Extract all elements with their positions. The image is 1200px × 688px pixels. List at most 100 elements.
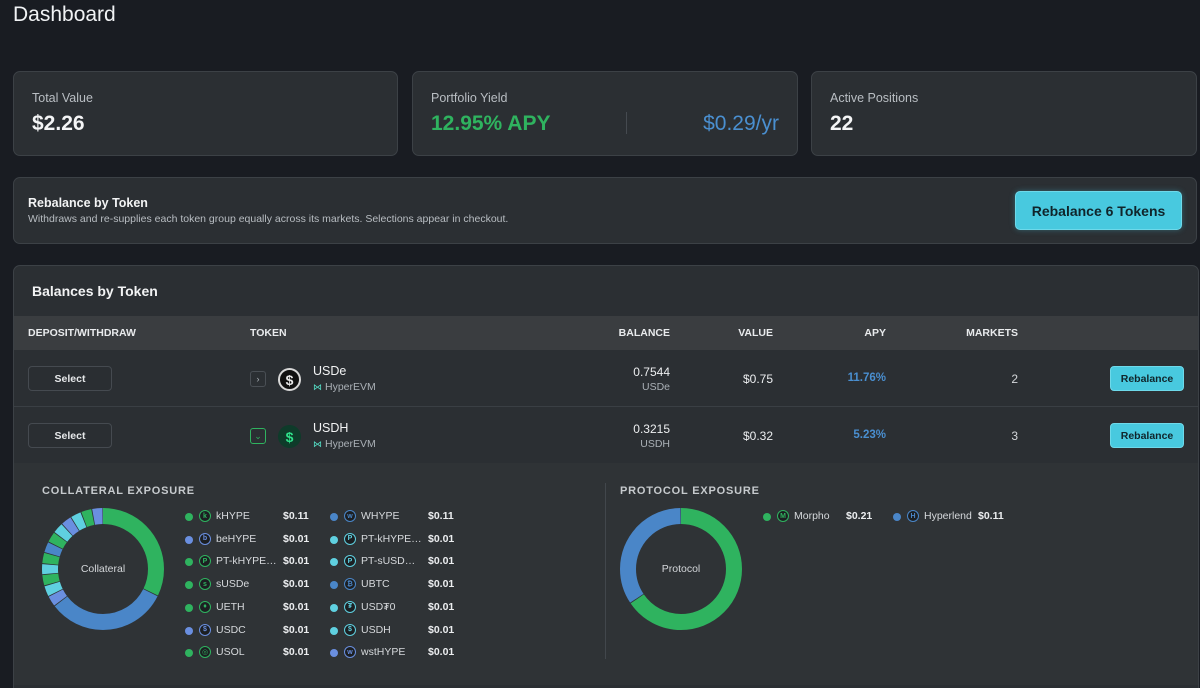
table-header: DEPOSIT/WITHDRAW TOKEN BALANCE VALUE APY… (14, 316, 1198, 350)
token-icon: b (199, 532, 211, 545)
legend-value: $0.01 (283, 578, 310, 591)
legend-value: $0.01 (283, 555, 310, 568)
token-markets: 3 (1011, 429, 1018, 443)
protocol-exposure-title: PROTOCOL EXPOSURE (620, 485, 760, 497)
legend-value: $0.01 (428, 578, 455, 591)
donut-segment-whype[interactable] (42, 508, 164, 630)
legend-item: s sUSDe $0.01 (185, 577, 325, 593)
donut-segment-ptsusd[interactable] (42, 508, 164, 630)
col-markets: MARKETS (966, 327, 1018, 339)
col-apy: APY (864, 327, 886, 339)
legend-name: wstHYPE (361, 646, 406, 659)
protocol-donut-chart (620, 508, 742, 630)
legend-item: $ USDH $0.01 (330, 623, 470, 639)
token-icon: ₿ (344, 578, 356, 591)
portfolio-yield-card: Portfolio Yield 12.95% APY $0.29/yr (412, 71, 798, 156)
legend-item: b beHYPE $0.01 (185, 532, 325, 548)
rebalance-description: Withdraws and re-supplies each token gro… (28, 213, 509, 225)
donut-segment-khype[interactable] (42, 508, 164, 630)
legend-item: H Hyperlend $0.11 (893, 509, 1018, 525)
token-icon: ◎ (199, 646, 211, 659)
usdh-token-icon: $ (278, 425, 301, 448)
col-value: VALUE (738, 327, 773, 339)
usde-token-icon: $ (278, 368, 301, 391)
legend-name: kHYPE (216, 510, 250, 522)
donut-segment-morpho[interactable] (620, 508, 742, 630)
donut-segment-hyperlend[interactable] (620, 508, 742, 630)
legend-dot (330, 558, 338, 567)
rebalance-button[interactable]: Rebalance (1110, 366, 1184, 391)
table-row: Select ⌄ $ USDH ⋈ HyperEVM 0.3215 USDH $… (14, 408, 1198, 464)
rebalance-all-button[interactable]: Rebalance 6 Tokens (1015, 191, 1182, 230)
legend-value: $0.01 (283, 623, 310, 636)
portfolio-yield-per-year: $0.29/yr (703, 112, 779, 135)
token-icon: $ (199, 623, 211, 636)
legend-value: $0.11 (978, 510, 1004, 522)
rebalance-card: Rebalance by Token Withdraws and re-supp… (13, 177, 1197, 244)
legend-value: $0.01 (428, 646, 455, 659)
legend-item: w wstHYPE $0.01 (330, 645, 470, 661)
chain-name: HyperEVM (325, 381, 376, 393)
total-value-card: Total Value $2.26 (13, 71, 398, 156)
chain-name: HyperEVM (325, 438, 376, 450)
token-name: USDH (313, 421, 349, 435)
legend-dot (185, 581, 193, 590)
token-apy: 11.76% (847, 372, 886, 384)
legend-name: USDH (361, 623, 391, 636)
legend-dot (185, 649, 193, 658)
legend-value: $0.11 (428, 510, 454, 522)
page-title: Dashboard (13, 3, 116, 26)
total-value-label: Total Value (32, 91, 93, 105)
token-icon: P (199, 555, 211, 568)
legend-item: P PT-kHYPE… $0.01 (185, 554, 325, 570)
portfolio-yield-apy: 12.95% APY (431, 112, 551, 135)
collapse-chevron-icon[interactable]: ⌄ (250, 428, 266, 444)
legend-item: ₮ USD₮0 $0.01 (330, 600, 470, 616)
collateral-exposure-title: COLLATERAL EXPOSURE (42, 485, 195, 497)
legend-dot (330, 513, 338, 521)
legend-value: $0.21 (846, 510, 873, 522)
token-icon: P (344, 555, 356, 568)
yield-divider (626, 112, 627, 134)
legend-value: $0.01 (428, 532, 455, 545)
portfolio-yield-label: Portfolio Yield (431, 91, 508, 105)
legend-item: w WHYPE $0.11 (330, 509, 470, 525)
token-icon: s (199, 578, 211, 591)
legend-dot (185, 603, 193, 612)
select-button[interactable]: Select (28, 423, 112, 448)
token-value: $0.75 (742, 372, 773, 386)
legend-value: $0.01 (283, 646, 310, 659)
token-name: USDe (313, 364, 347, 378)
legend-item: M Morpho $0.21 (763, 509, 888, 525)
rebalance-button[interactable]: Rebalance (1110, 423, 1184, 448)
legend-name: USD₮0 (361, 600, 396, 613)
token-icon: H (907, 510, 919, 522)
legend-dot (185, 626, 193, 635)
token-icon: k (199, 510, 211, 522)
token-chain: ⋈ HyperEVM (313, 381, 376, 393)
legend-name: Hyperlend (924, 510, 972, 522)
protocol-center-label: Protocol (661, 563, 701, 575)
select-button[interactable]: Select (28, 366, 112, 391)
expand-chevron-icon[interactable]: › (250, 371, 266, 387)
legend-dot (185, 535, 193, 544)
legend-name: WHYPE (361, 510, 400, 522)
col-token: TOKEN (250, 327, 287, 339)
token-icon: w (344, 646, 356, 659)
legend-name: PT-kHYPE… (361, 532, 422, 545)
legend-value: $0.01 (283, 532, 310, 545)
balance-symbol: USDH (640, 438, 670, 450)
legend-name: UETH (216, 600, 245, 613)
token-value: $0.32 (742, 429, 773, 443)
legend-name: PT-kHYPE… (216, 555, 277, 568)
legend-dot (330, 649, 338, 658)
col-balance: BALANCE (618, 327, 670, 339)
token-apy: 5.23% (853, 429, 886, 441)
legend-dot (893, 513, 901, 521)
active-positions-label: Active Positions (830, 91, 919, 105)
legend-name: PT-sUSD… (361, 555, 416, 568)
legend-name: beHYPE (216, 532, 257, 545)
legend-value: $0.01 (428, 555, 455, 568)
token-icon: ₮ (344, 600, 356, 613)
exposure-panel: COLLATERAL EXPOSURE Collateral k kHYPE $0.… (14, 463, 1198, 685)
